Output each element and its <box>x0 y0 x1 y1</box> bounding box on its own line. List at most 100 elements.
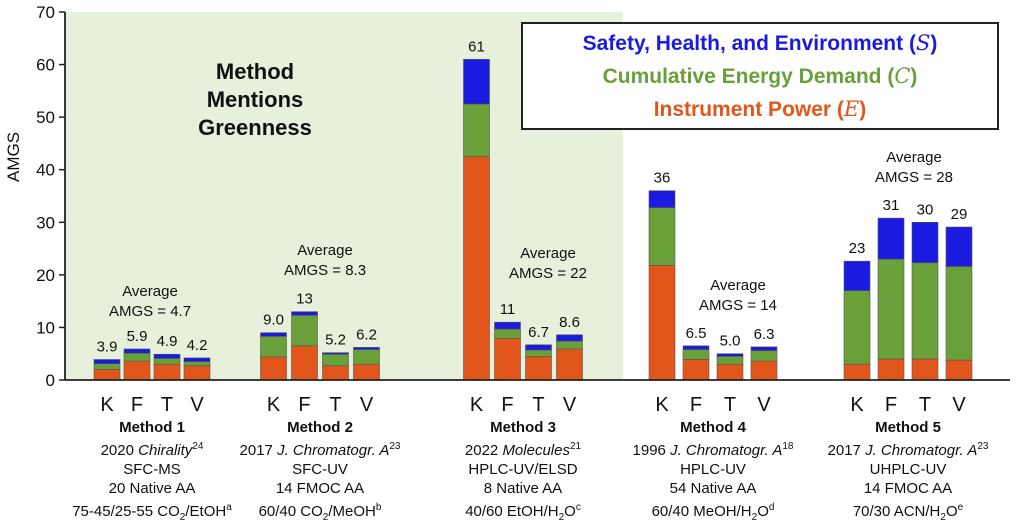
bar-segment-S <box>463 59 490 105</box>
category-label: V <box>360 394 374 416</box>
bar-segment-S <box>153 353 181 359</box>
category-label: T <box>532 394 544 416</box>
method-detail-line: HPLC-UV <box>680 461 746 478</box>
bar-segment-E <box>353 363 380 381</box>
y-axis-label: AMGS <box>4 131 23 182</box>
average-label: AMGS = 8.3 <box>284 262 366 279</box>
method-detail-line: SFC-UV <box>292 461 348 478</box>
bar-segment-S <box>945 226 973 267</box>
method-description: Method 4 1996 J. Chromatogr. A18 HPLC-UV 54… <box>623 418 803 527</box>
greenness-region-label: Method Mentions Greenness <box>170 58 340 142</box>
legend-entry-C: Cumulative Energy Demand (C) <box>602 64 918 88</box>
method-detail-line: 2020 Chirality24 <box>100 441 204 459</box>
bar-segment-C <box>945 266 973 361</box>
bar-segment-S <box>843 260 871 291</box>
bar-segment-C <box>525 349 552 357</box>
method-description: Method 2 2017 J. Chromatogr. A23 SFC-UV 14 … <box>230 418 410 527</box>
bar-segment-C <box>716 356 744 365</box>
bar-segment-E <box>525 356 552 381</box>
category-label: F <box>885 394 897 416</box>
category-label: V <box>757 394 771 416</box>
bar-segment-C <box>353 349 380 365</box>
bar-segment-E <box>260 356 287 381</box>
bar-data-label: 8.6 <box>559 314 580 331</box>
bar-segment-C <box>260 336 287 358</box>
bar-segment-S <box>123 348 151 354</box>
greenness-line-1: Method <box>215 59 295 84</box>
bar-segment-S <box>494 321 521 330</box>
bar-data-label: 3.9 <box>97 338 118 355</box>
method-description: Method 5 2017 J. Chromatogr. A23 UHPLC-UV 1… <box>818 418 998 527</box>
category-label: F <box>298 394 310 416</box>
method-detail-line: HPLC-UV/ELSD <box>468 461 578 478</box>
category-label: K <box>470 394 484 416</box>
bar-segment-E <box>322 365 349 381</box>
bar-data-label: 4.9 <box>157 333 178 350</box>
category-label: V <box>952 394 966 416</box>
bar-segment-C <box>322 353 349 367</box>
category-label: T <box>161 394 173 416</box>
method-title: Method 2 <box>287 419 353 436</box>
method-detail-line: UHPLC-UV <box>869 461 947 478</box>
bar-segment-E <box>945 359 973 381</box>
bar-segment-C <box>291 315 318 347</box>
category-label: F <box>690 394 702 416</box>
bar-segment-S <box>750 346 778 351</box>
category-label: K <box>850 394 864 416</box>
method-detail-line: 75-45/25-55 CO2/EtOHa <box>72 502 232 523</box>
method-title: Method 5 <box>875 419 941 436</box>
method-detail-line: 2017 J. Chromatogr. A23 <box>239 441 401 459</box>
bar-segment-E <box>911 358 939 381</box>
bar-segment-C <box>648 207 676 266</box>
method-detail-line: 1996 J. Chromatogr. A18 <box>632 441 794 459</box>
y-tick-label: 20 <box>36 266 55 285</box>
bar-data-label: 29 <box>951 206 968 223</box>
bar-segment-C <box>877 258 905 360</box>
bar-data-label: 11 <box>500 301 516 318</box>
method-description: Method 3 2022 Molecules21 HPLC-UV/ELSD 8 Na… <box>433 418 613 527</box>
category-label: T <box>919 394 931 416</box>
bar-segment-E <box>877 358 905 381</box>
bar-segment-E <box>123 360 151 381</box>
category-label: V <box>190 394 204 416</box>
bar-segment-S <box>716 353 744 357</box>
average-label: Average <box>886 149 942 166</box>
bar-segment-S <box>260 332 287 337</box>
bar-data-label: 6.3 <box>754 326 775 343</box>
y-tick-label: 10 <box>36 318 55 337</box>
bar-segment-E <box>183 365 211 381</box>
average-label: AMGS = 28 <box>875 169 953 186</box>
bar-segment-S <box>183 357 211 362</box>
bar-segment-S <box>322 352 349 355</box>
category-label: F <box>501 394 513 416</box>
y-tick-label: 60 <box>36 56 55 75</box>
bar-data-label: 30 <box>917 201 934 218</box>
average-label: Average <box>710 277 766 294</box>
bar-segment-C <box>463 103 490 157</box>
bar-segment-S <box>911 221 939 264</box>
category-label: F <box>131 394 143 416</box>
category-label: V <box>563 394 577 416</box>
method-title: Method 3 <box>490 419 556 436</box>
method-title: Method 1 <box>119 419 185 436</box>
bar-segment-E <box>648 265 676 381</box>
method-detail-line: 40/60 EtOH/H2Oc <box>465 502 581 523</box>
average-label: Average <box>520 245 576 262</box>
method-detail-line: 60/40 MeOH/H2Od <box>651 502 775 523</box>
bar-data-label: 31 <box>883 197 900 214</box>
bar-segment-S <box>525 344 552 351</box>
bar-segment-C <box>93 363 121 370</box>
category-label: K <box>655 394 669 416</box>
bar-segment-C <box>123 352 151 362</box>
bar-segment-E <box>843 363 871 381</box>
bar-segment-S <box>648 190 676 208</box>
category-label: T <box>724 394 736 416</box>
method-description: Method 1 2020 Chirality24 SFC-MS 20 Native … <box>62 418 242 527</box>
average-label: Average <box>297 242 353 259</box>
bar-segment-C <box>750 350 778 362</box>
bar-data-label: 13 <box>296 291 313 308</box>
average-label: AMGS = 22 <box>509 265 587 282</box>
bar-segment-C <box>153 358 181 365</box>
bar-segment-C <box>556 340 583 350</box>
method-detail-line: 8 Native AA <box>483 480 563 497</box>
